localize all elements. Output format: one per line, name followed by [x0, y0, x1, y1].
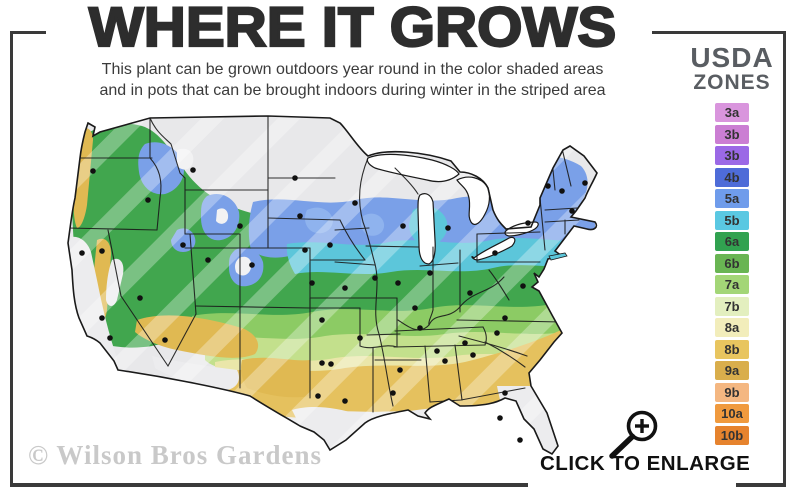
city-dot: [342, 285, 348, 291]
city-dot: [327, 242, 333, 248]
legend-zone-chip-5a: 5a: [715, 189, 749, 209]
watermark-copyright: © Wilson Bros Gardens: [28, 440, 322, 470]
frame-border-top-left: [10, 31, 46, 34]
city-dot: [357, 335, 363, 341]
great-lakes: [366, 153, 539, 265]
legend-title-usda: USDA: [690, 42, 774, 73]
subtitle-line-2: and in pots that can be brought indoors …: [99, 82, 606, 100]
city-dot: [467, 290, 473, 296]
city-dot: [492, 250, 498, 256]
page-title: WHERE IT GROWS: [88, 0, 618, 59]
city-dot: [390, 390, 396, 396]
city-dot: [525, 220, 531, 226]
city-dots: [79, 167, 588, 443]
city-dot: [315, 393, 321, 399]
lake-superior: [366, 153, 460, 183]
state-borders: [68, 116, 580, 413]
frame-border-bottom-left: [10, 483, 528, 487]
subtitle-line-1: This plant can be grown outdoors year ro…: [101, 61, 604, 78]
legend-zone-chip-6a: 6a: [715, 232, 749, 252]
city-dot: [470, 352, 476, 358]
page-subtitle: This plant can be grown outdoors year ro…: [30, 59, 675, 101]
city-dot: [107, 335, 113, 341]
city-dot: [372, 275, 378, 281]
click-to-enlarge-label[interactable]: CLICK TO ENLARGE: [540, 452, 751, 475]
legend-zone-chip-5b: 5b: [715, 210, 749, 230]
city-dot: [462, 340, 468, 346]
usda-zones-map: [57, 110, 602, 462]
city-dot: [90, 168, 96, 174]
city-dot: [397, 367, 403, 373]
usda-zones-map-svg: [67, 115, 598, 455]
city-dot: [309, 280, 315, 286]
legend-zone-chip-7b: 7b: [715, 296, 749, 316]
city-dot: [412, 305, 418, 311]
city-dot: [520, 283, 526, 289]
city-dot: [427, 270, 433, 276]
city-dot: [342, 398, 348, 404]
city-dot: [434, 348, 440, 354]
legend-zone-chip-6b: 6b: [715, 253, 749, 273]
city-dot: [190, 167, 196, 173]
city-dot: [302, 247, 308, 253]
legend-zone-chip-10b: 10b: [715, 425, 749, 445]
city-dot: [79, 250, 85, 256]
legend-zone-chip-8a: 8a: [715, 318, 749, 338]
city-dot: [442, 358, 448, 364]
magnifier-plus-icon[interactable]: [602, 406, 666, 462]
city-dot: [297, 213, 303, 219]
city-dot: [205, 257, 211, 263]
legend-zone-chip-3b: 3b: [715, 146, 749, 166]
city-dot: [162, 337, 168, 343]
frame-border-top-right: [652, 31, 786, 34]
frame-border-left: [10, 31, 13, 487]
city-dot: [180, 242, 186, 248]
city-dot: [395, 280, 401, 286]
legend-zone-chip-3b: 3b: [715, 124, 749, 144]
city-dot: [328, 361, 334, 367]
city-dot: [494, 330, 500, 336]
city-dot: [319, 360, 325, 366]
city-dot: [99, 315, 105, 321]
long-island: [548, 252, 568, 261]
city-dot: [582, 180, 588, 186]
city-dot: [417, 325, 423, 331]
city-dot: [517, 437, 523, 443]
city-dot: [237, 223, 243, 229]
city-dot: [400, 223, 406, 229]
city-dot: [559, 188, 565, 194]
city-dot: [502, 390, 508, 396]
city-dot: [145, 197, 151, 203]
legend-title-zones: ZONES: [693, 71, 771, 94]
lake-erie: [471, 236, 516, 261]
legend-zone-chip-9a: 9a: [715, 361, 749, 381]
lake-michigan: [417, 193, 436, 265]
city-dot: [292, 175, 298, 181]
legend-zone-chip-9b: 9b: [715, 382, 749, 402]
city-dot: [249, 262, 255, 268]
city-dot: [99, 248, 105, 254]
city-dot: [497, 415, 503, 421]
city-dot: [502, 315, 508, 321]
usda-zones-legend: USDA ZONES 3a 3b 3b 4b 5a 5b 6a 6b 7a 7b 8a 8b 9a 9b 1…: [684, 44, 780, 447]
legend-zone-chip-4b: 4b: [715, 167, 749, 187]
city-dot: [545, 183, 551, 189]
city-dot: [319, 317, 325, 323]
legend-zone-chip-3a: 3a: [715, 103, 749, 123]
city-dot: [352, 200, 358, 206]
frame-border-bottom-right: [736, 483, 786, 487]
legend-zone-chip-7a: 7a: [715, 275, 749, 295]
legend-zone-chip-10a: 10a: [715, 404, 749, 424]
legend-zone-chips: 3a 3b 3b 4b 5a 5b 6a 6b 7a 7b 8a 8b 9a 9b 10a 10b: [684, 103, 780, 445]
frame-border-right: [783, 31, 786, 487]
city-dot: [569, 208, 575, 214]
legend-zone-chip-8b: 8b: [715, 339, 749, 359]
city-dot: [137, 295, 143, 301]
city-dot: [445, 225, 451, 231]
